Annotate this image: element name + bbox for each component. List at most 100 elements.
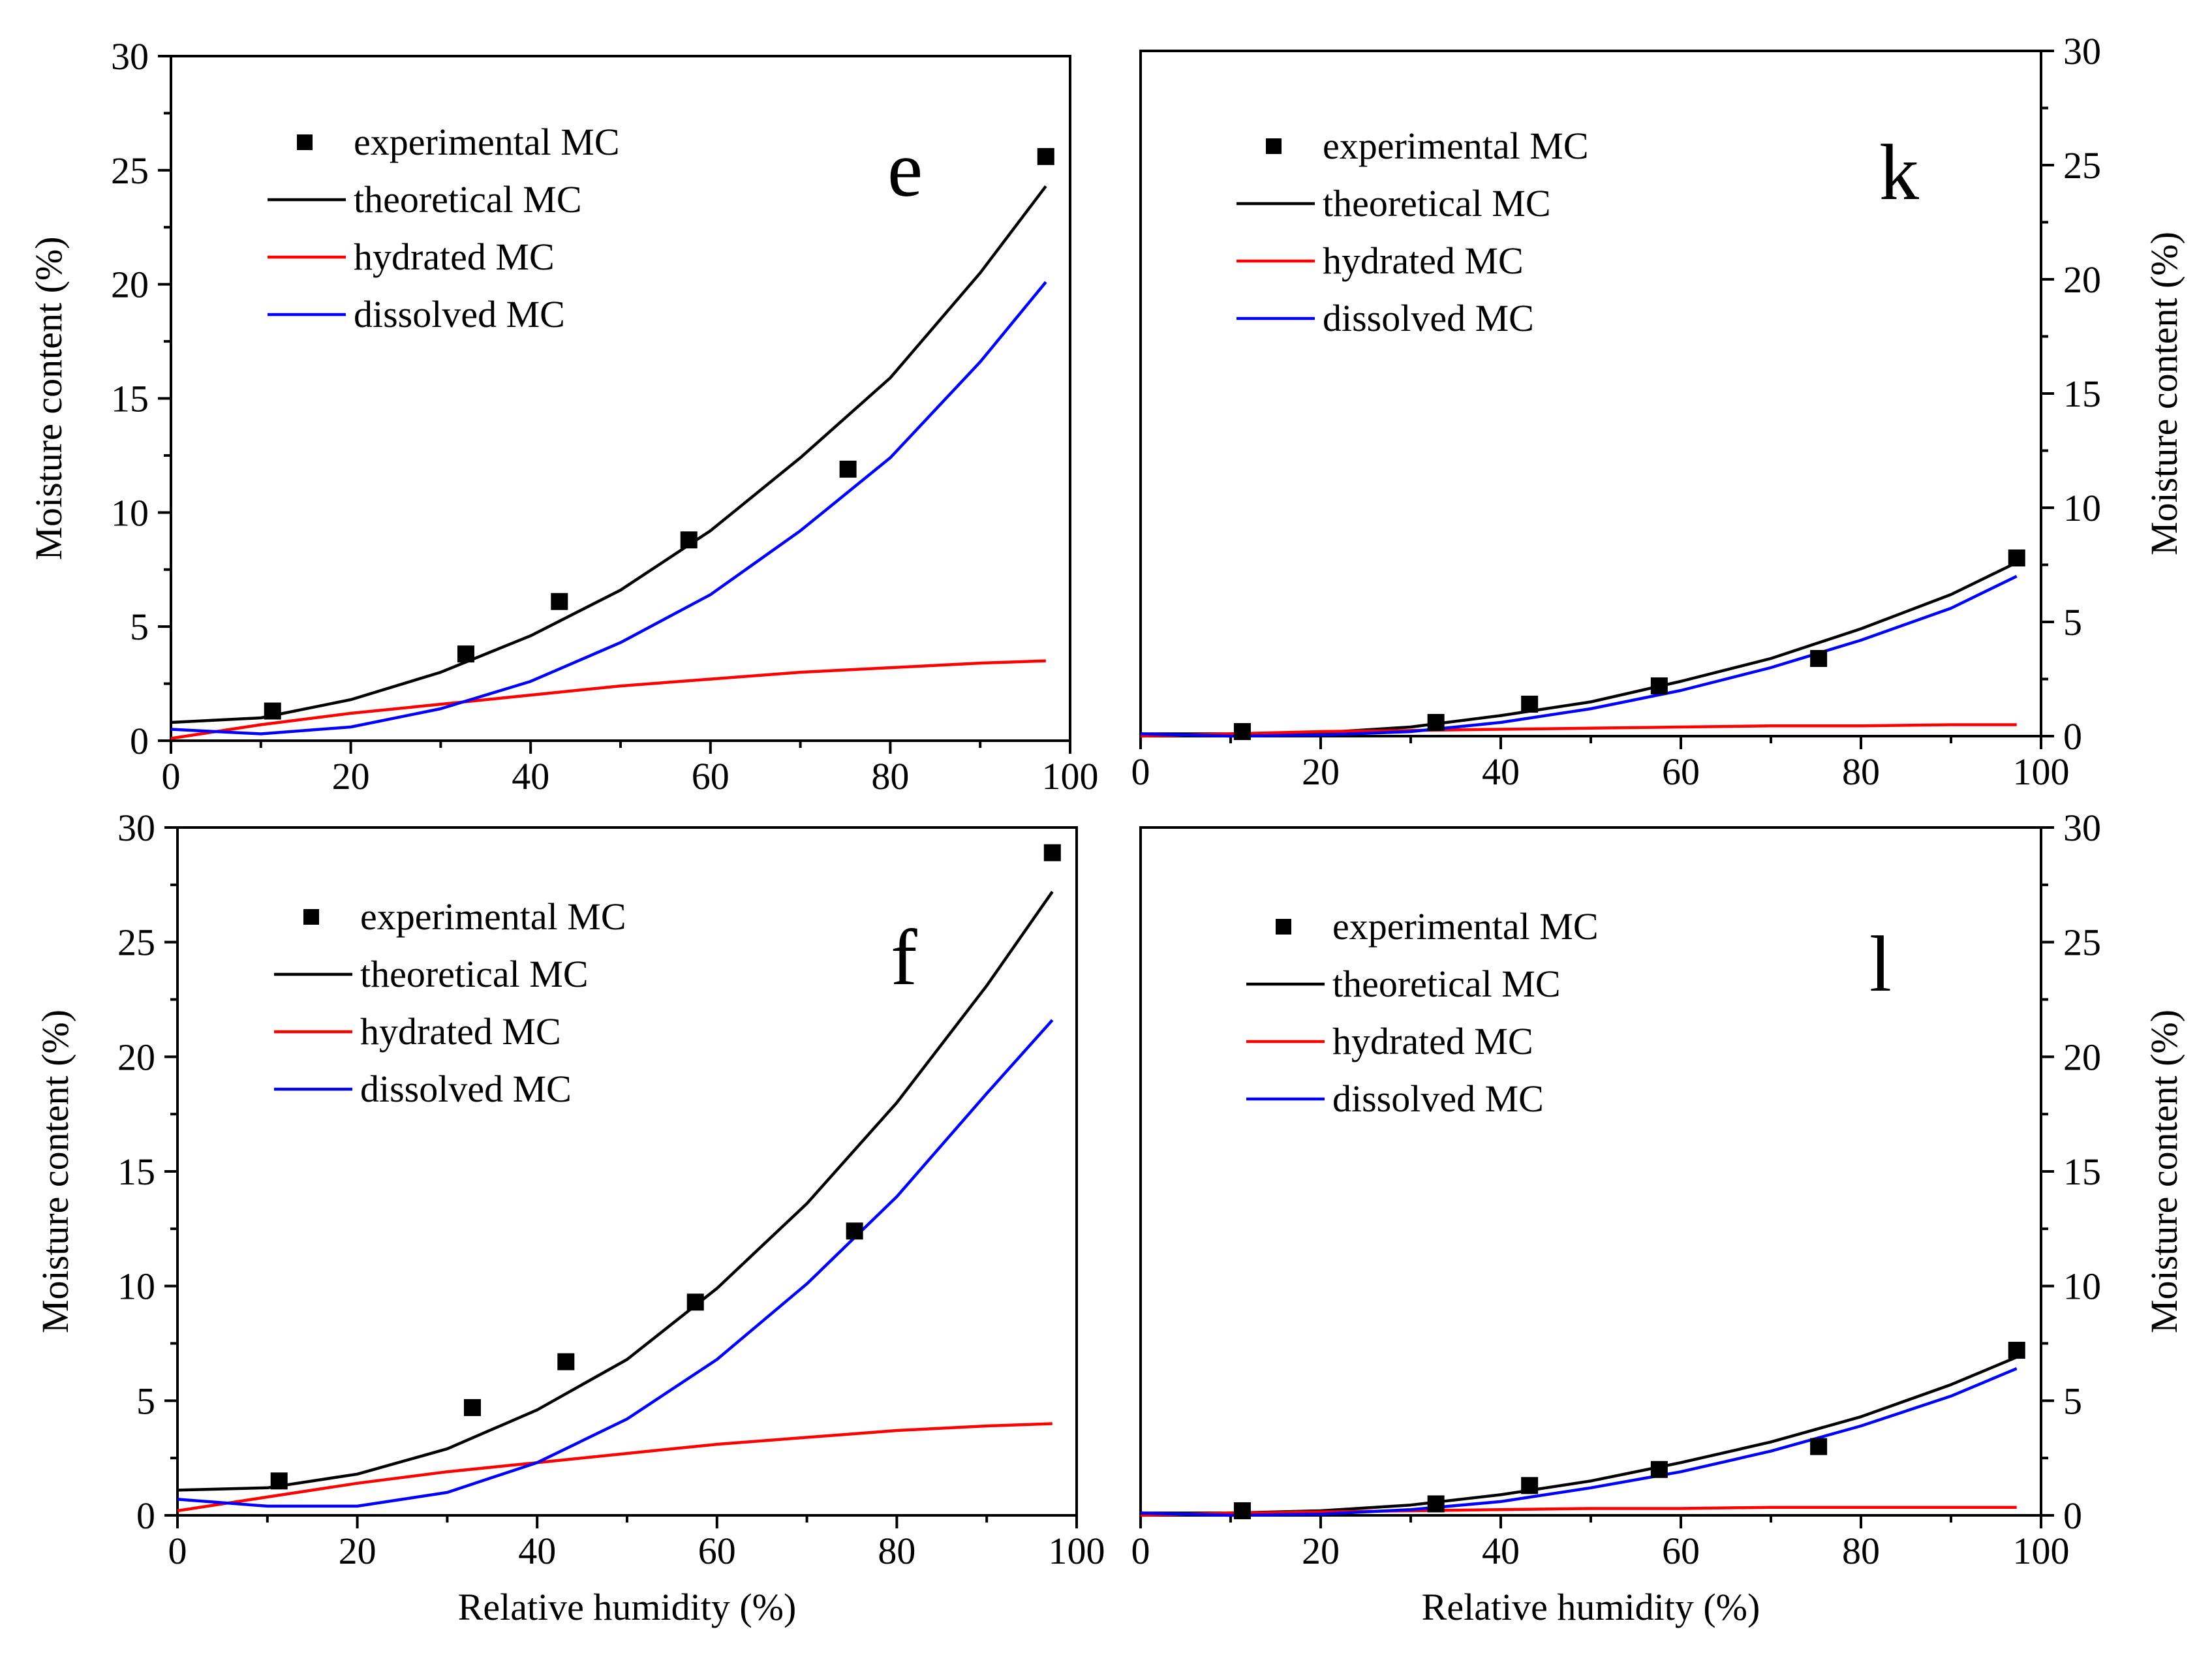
y-tick-label: 20 xyxy=(2063,1036,2101,1078)
y-tick-label: 25 xyxy=(111,149,149,192)
experimental-point xyxy=(1233,1502,1251,1519)
legend-label: theoretical MC xyxy=(354,178,582,221)
experimental-point xyxy=(1427,1495,1445,1513)
x-tick-label: 100 xyxy=(2013,750,2070,793)
x-tick-label: 80 xyxy=(878,1530,915,1572)
experimental-point xyxy=(551,593,568,610)
experimental-point xyxy=(686,1293,704,1311)
x-tick-label: 100 xyxy=(1042,755,1099,797)
x-tick-label: 60 xyxy=(692,755,730,797)
legend-label: experimental MC xyxy=(354,121,620,163)
legend: experimental MC theoretical MC hydrated MC… xyxy=(274,895,626,1110)
x-tick-label: 100 xyxy=(1049,1530,1105,1572)
x-axis-title: Relative humidity (%) xyxy=(1422,1586,1760,1628)
y-tick-label: 15 xyxy=(117,1151,155,1193)
y-tick-label: 25 xyxy=(117,921,155,964)
legend-label: experimental MC xyxy=(1323,125,1589,167)
panel-letter: l xyxy=(1869,920,1892,1008)
x-tick-label: 60 xyxy=(1662,1530,1700,1572)
series-dissolved-mc xyxy=(1140,1367,2018,1517)
x-tick-label: 60 xyxy=(698,1530,736,1572)
experimental-point xyxy=(846,1222,863,1240)
experimental-point xyxy=(1650,677,1668,694)
y-tick-label: 30 xyxy=(111,35,149,78)
experimental-point xyxy=(1810,1438,1828,1455)
x-tick-label: 80 xyxy=(1842,1530,1880,1572)
legend-marker xyxy=(1276,919,1291,935)
x-axis-title: Relative humidity (%) xyxy=(458,1586,797,1628)
x-tick-label: 40 xyxy=(518,1530,556,1572)
legend-marker xyxy=(297,134,313,150)
y-tick-label: 15 xyxy=(111,378,149,420)
legend-label: dissolved MC xyxy=(1332,1077,1544,1120)
legend: experimental MC theoretical MC hydrated MC… xyxy=(268,121,620,335)
series-theoretical-mc xyxy=(177,891,1054,1492)
x-tick-label: 80 xyxy=(871,755,909,797)
y-tick-label: 10 xyxy=(111,491,149,534)
experimental-point xyxy=(1521,696,1539,713)
legend: experimental MC theoretical MC hydrated MC… xyxy=(1237,125,1589,339)
y-tick-label: 25 xyxy=(2063,921,2101,964)
y-tick-label: 10 xyxy=(117,1265,155,1308)
y-tick-label: 5 xyxy=(136,1380,155,1422)
series-dissolved-mc xyxy=(1140,574,2018,738)
y-tick-label: 30 xyxy=(117,807,155,849)
y-axis-title: Moisture content (%) xyxy=(27,236,70,560)
experimental-point xyxy=(1043,844,1061,861)
experimental-point xyxy=(1810,650,1828,667)
x-tick-label: 40 xyxy=(1482,750,1520,793)
x-tick-label: 0 xyxy=(1131,750,1150,793)
y-tick-label: 20 xyxy=(2063,258,2101,301)
series-hydrated-mc xyxy=(1140,723,2017,738)
series-hydrated-mc xyxy=(177,1422,1052,1513)
y-tick-label: 20 xyxy=(117,1036,155,1078)
y-tick-label: 30 xyxy=(2063,807,2101,849)
y-axis-title: Moisture content (%) xyxy=(2143,232,2185,555)
x-tick-label: 20 xyxy=(339,1530,376,1572)
experimental-point xyxy=(270,1472,288,1490)
y-tick-label: 0 xyxy=(130,720,149,762)
series-dissolved-mc xyxy=(177,1019,1054,1508)
experimental-point xyxy=(2008,549,2025,566)
experimental-point xyxy=(1233,723,1251,740)
experimental-point xyxy=(1521,1477,1539,1494)
y-tick-label: 0 xyxy=(2063,715,2082,758)
legend-marker xyxy=(303,909,319,925)
legend-label: hydrated MC xyxy=(1323,240,1524,282)
experimental-point xyxy=(557,1353,575,1370)
legend-label: theoretical MC xyxy=(1332,963,1561,1005)
x-tick-label: 40 xyxy=(512,755,549,797)
x-tick-label: 20 xyxy=(1302,1530,1340,1572)
experimental-point xyxy=(1427,714,1445,731)
x-tick-label: 40 xyxy=(1482,1530,1520,1572)
x-tick-label: 0 xyxy=(168,1530,187,1572)
x-tick-label: 100 xyxy=(2013,1530,2070,1572)
plot-frame xyxy=(170,55,1071,742)
legend-label: theoretical MC xyxy=(1323,182,1551,224)
legend-label: experimental MC xyxy=(360,895,626,938)
panel-letter: k xyxy=(1879,129,1919,217)
experimental-point xyxy=(680,531,698,549)
panel-letter: e xyxy=(887,125,923,213)
plot-frame xyxy=(176,826,1078,1517)
y-axis-title: Moisture content (%) xyxy=(2143,1010,2185,1333)
legend-label: hydrated MC xyxy=(360,1010,561,1053)
y-tick-label: 5 xyxy=(2063,1380,2082,1422)
legend: experimental MC theoretical MC hydrated MC… xyxy=(1246,905,1599,1120)
y-tick-label: 0 xyxy=(136,1494,155,1537)
y-tick-label: 5 xyxy=(2063,601,2082,643)
experimental-point xyxy=(1037,147,1054,165)
experimental-point xyxy=(457,645,474,663)
legend-label: hydrated MC xyxy=(354,236,555,278)
y-tick-label: 10 xyxy=(2063,1265,2101,1308)
x-tick-label: 60 xyxy=(1662,750,1700,793)
series-dissolved-mc xyxy=(170,281,1047,735)
experimental-point xyxy=(463,1399,481,1416)
panel-e: 0 20 40 60 80 100 0 5 10 15 20 25 30 Moisture content… xyxy=(27,35,1099,797)
x-tick-label: 20 xyxy=(332,755,370,797)
series-hydrated-mc xyxy=(1140,1506,2017,1517)
legend-label: dissolved MC xyxy=(1323,297,1534,339)
x-tick-label: 20 xyxy=(1302,750,1340,793)
